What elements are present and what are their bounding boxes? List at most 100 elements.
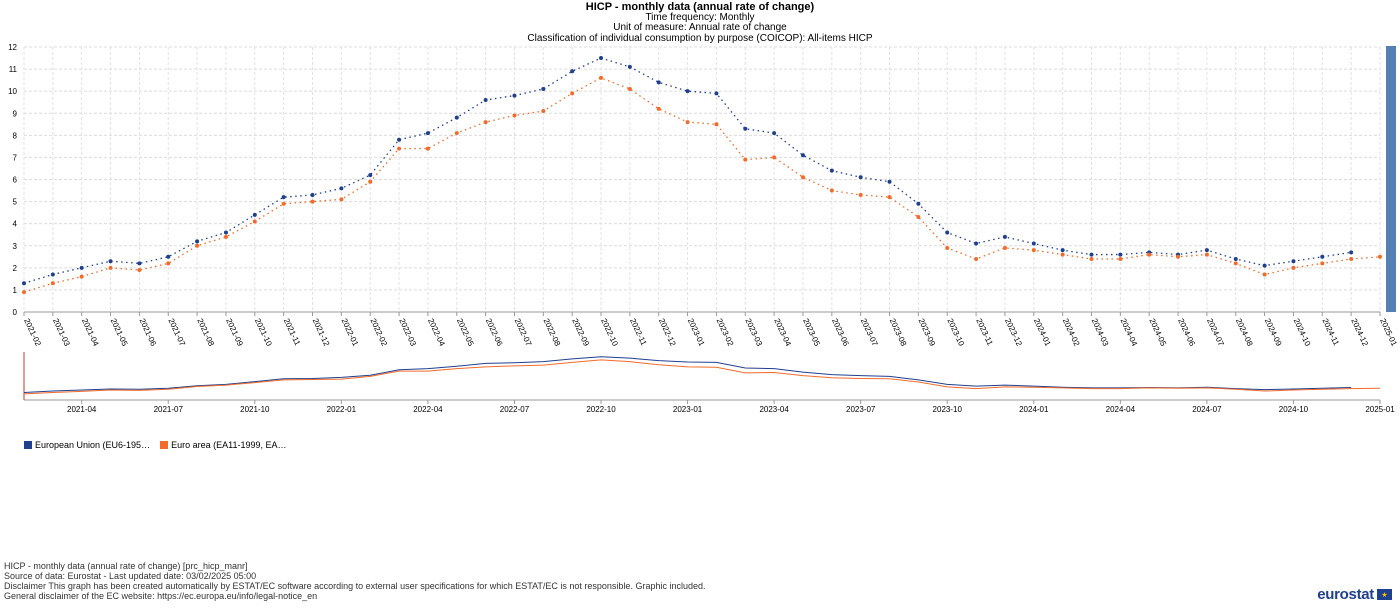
chart-subtitle-unit: Unit of measure: Annual rate of change — [613, 22, 787, 33]
x-tick-label: 2022-03 — [397, 317, 418, 348]
data-point-ea — [599, 75, 604, 80]
legend-label-eu: European Union (EU6-195… — [35, 440, 151, 450]
data-point-ea — [339, 197, 344, 202]
data-point-eu — [223, 230, 228, 235]
data-point-ea — [137, 268, 142, 273]
y-tick-label: 5 — [13, 198, 18, 207]
navigator-line-ea — [23, 359, 1381, 395]
x-tick-label: 2022-10 — [599, 317, 620, 348]
x-tick-label: 2022-11 — [628, 317, 649, 347]
data-point-eu — [1233, 257, 1238, 261]
y-tick-label: 3 — [13, 242, 18, 251]
chart-legend: European Union (EU6-195… Euro area (EA11… — [24, 440, 286, 450]
data-point-eu — [656, 80, 661, 85]
data-point-eu — [512, 93, 517, 98]
data-point-eu — [454, 115, 459, 120]
legend-label-ea: Euro area (EA11-1999, EA… — [171, 440, 287, 450]
data-point-ea — [1320, 261, 1325, 266]
data-point-eu — [1204, 248, 1209, 253]
legend-item-eu[interactable]: European Union (EU6-195… — [24, 440, 150, 450]
data-point-eu — [772, 131, 777, 136]
data-point-eu — [887, 179, 892, 184]
data-point-ea — [541, 109, 546, 114]
chart-subtitle-coicop: Classification of individual consumption… — [527, 32, 873, 44]
x-tick-label: 2022-05 — [455, 317, 476, 348]
x-tick-label: 2021-07 — [166, 317, 187, 348]
data-point-eu — [22, 281, 26, 286]
data-point-ea — [454, 131, 459, 136]
data-point-ea — [1118, 257, 1123, 261]
data-point-eu — [1320, 254, 1325, 259]
y-tick-label: 12 — [8, 43, 17, 52]
data-point-ea — [1233, 261, 1238, 266]
data-point-ea — [685, 120, 690, 125]
data-point-ea — [310, 199, 315, 204]
data-point-ea — [425, 146, 430, 151]
data-point-eu — [974, 241, 979, 246]
x-tick-label: 2023-10 — [945, 317, 966, 348]
data-point-ea — [79, 274, 84, 279]
chart-header: HICP - monthly data (annual rate of chan… — [0, 2, 1400, 44]
data-point-ea — [714, 122, 719, 127]
data-point-ea — [887, 195, 892, 200]
legend-swatch-ea — [160, 441, 169, 449]
data-point-eu — [1118, 252, 1123, 257]
x-tick-label: 2023-02 — [715, 317, 736, 348]
data-point-eu — [483, 98, 488, 102]
data-point-eu — [945, 230, 950, 235]
data-point-ea — [743, 157, 748, 162]
data-point-eu — [1031, 241, 1036, 246]
data-point-ea — [108, 265, 113, 270]
vertical-scrollbar[interactable] — [1386, 46, 1396, 312]
x-tick-label: 2022-12 — [657, 317, 678, 348]
data-point-eu — [425, 131, 430, 136]
x-tick-label: 2024-08 — [1234, 317, 1255, 348]
data-point-eu — [368, 173, 373, 178]
x-tick-label: 2022-08 — [542, 317, 563, 348]
x-tick-label: 2024-01 — [1032, 317, 1053, 348]
data-point-ea — [1176, 254, 1181, 259]
x-tick-label: 2023-01 — [686, 317, 707, 348]
data-point-eu — [166, 254, 171, 259]
y-tick-label: 8 — [13, 131, 18, 140]
x-tick-label: 2024-05 — [1147, 317, 1168, 348]
x-tick-label: 2021-08 — [195, 317, 216, 348]
data-point-eu — [570, 69, 575, 74]
data-point-ea — [166, 261, 171, 266]
data-point-eu — [800, 153, 805, 158]
data-point-ea — [368, 179, 373, 184]
data-point-ea — [916, 215, 921, 220]
data-point-eu — [829, 168, 834, 173]
y-tick-label: 2 — [13, 264, 18, 273]
data-point-eu — [743, 126, 748, 131]
logo-text: eurostat — [1317, 586, 1374, 603]
x-tick-label: 2024-07 — [1205, 317, 1226, 348]
data-point-ea — [1031, 248, 1036, 253]
y-tick-label: 1 — [13, 286, 18, 295]
data-point-ea — [1089, 257, 1094, 261]
data-point-ea — [1262, 272, 1267, 277]
y-tick-label: 11 — [9, 65, 18, 74]
x-tick-label: 2023-08 — [888, 317, 909, 348]
x-tick-label: 2024-11 — [1320, 317, 1341, 347]
data-point-eu — [599, 56, 604, 61]
y-tick-label: 0 — [13, 308, 18, 317]
x-tick-label: 2022-09 — [570, 317, 591, 348]
data-point-eu — [397, 137, 402, 142]
legend-swatch-eu — [24, 441, 32, 449]
data-point-ea — [22, 290, 26, 295]
data-point-eu — [685, 89, 690, 94]
data-point-ea — [1002, 245, 1007, 250]
x-tick-label: 2023-07 — [859, 317, 880, 348]
footer-legal-link[interactable]: General disclaimer of the EC website: ht… — [4, 591, 318, 601]
series-line-ea — [23, 77, 1381, 293]
x-tick-label: 2021-03 — [51, 317, 72, 348]
x-tick-label: 2023-04 — [772, 317, 793, 348]
navigator-tick-label: 2023-01 — [673, 405, 703, 414]
legend-item-ea[interactable]: Euro area (EA11-1999, EA… — [160, 440, 286, 450]
data-point-ea — [1147, 252, 1152, 257]
chart-footer: HICP - monthly data (annual rate of chan… — [4, 561, 705, 601]
data-point-ea — [570, 91, 575, 96]
